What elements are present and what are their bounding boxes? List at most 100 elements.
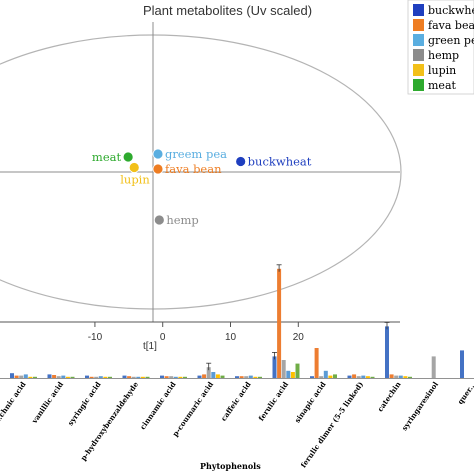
bar (220, 375, 225, 378)
bar (65, 376, 70, 378)
bar (370, 376, 375, 378)
bar (197, 375, 202, 378)
legend-swatch (413, 64, 424, 76)
x-tick-label: -10 (88, 332, 103, 343)
bar (94, 376, 99, 378)
legend-swatch (413, 19, 424, 31)
bar (258, 376, 262, 378)
point-label: buckwheat (248, 155, 312, 169)
x-tick-label: 0 (160, 332, 166, 343)
category-label: syringic acid (66, 380, 103, 427)
bar (202, 374, 207, 378)
category-label: syringaresinol (400, 380, 441, 433)
category-label: quer... (456, 380, 474, 406)
bar (319, 376, 324, 378)
bar (85, 375, 89, 378)
category-label: p-coumaric acid (171, 380, 216, 438)
bar (460, 350, 464, 378)
bar (281, 360, 286, 378)
score-point-hemp (153, 214, 165, 226)
legend-swatch (413, 79, 424, 91)
bar (33, 376, 37, 378)
bar (314, 348, 319, 378)
category-label: sinapic acid (293, 380, 328, 425)
bar (206, 367, 211, 378)
bar (61, 375, 66, 378)
score-point-meat (122, 151, 134, 163)
bar (356, 376, 361, 378)
bar (98, 376, 103, 378)
bar (385, 326, 389, 378)
bar (286, 370, 291, 378)
point-label: fava bean (165, 162, 222, 176)
bar (56, 376, 61, 378)
point-label: lupin (120, 173, 150, 187)
bar (389, 374, 394, 378)
legend-label: meat (428, 79, 456, 92)
bar (290, 372, 295, 378)
score-point-greem-pea (152, 148, 164, 160)
legend-label: buckwheat (428, 4, 474, 17)
bar (183, 376, 187, 378)
bar (215, 374, 220, 378)
bar (310, 376, 314, 378)
x-tick-label: 10 (225, 332, 237, 343)
bar (23, 374, 28, 378)
bar (365, 376, 370, 378)
category-label: catechin (375, 379, 403, 413)
bar (103, 376, 108, 378)
bar (19, 375, 24, 378)
score-point-lupin (128, 162, 140, 173)
bar (333, 374, 337, 378)
bar (178, 376, 183, 378)
bar (140, 376, 145, 378)
bar (136, 376, 141, 378)
point-label: meat (92, 150, 122, 164)
bar (352, 374, 357, 378)
bar (122, 375, 127, 378)
category-label: ...chnic acid (0, 380, 28, 425)
x-axis-title: t[1] (143, 341, 157, 352)
bar (239, 376, 244, 378)
score-plot: Plant metabolites (Uv scaled) -10 0 10 20 t… (0, 3, 402, 352)
bar (361, 375, 366, 378)
legend-swatch (413, 49, 424, 61)
bar (253, 376, 258, 378)
bar (47, 374, 52, 378)
chart-title: Plant metabolites (Uv scaled) (143, 3, 312, 18)
bar (89, 376, 94, 378)
bar (160, 375, 164, 378)
bar (211, 372, 216, 378)
point-label: greem pea (165, 147, 227, 161)
bar (398, 375, 403, 378)
bar (52, 375, 57, 378)
bar (272, 356, 277, 378)
legend-label: fava bean (428, 19, 474, 32)
bar (164, 376, 169, 378)
bar (70, 376, 75, 378)
bar (10, 373, 14, 378)
bar (28, 376, 33, 378)
bar (347, 375, 352, 378)
category-label: vanillic acid (29, 380, 65, 426)
x-tick-label: 20 (293, 332, 305, 343)
bar (431, 356, 436, 378)
bar (173, 376, 178, 378)
bar-x-axis-title: Phytophenols (200, 461, 261, 471)
bar (328, 375, 333, 378)
legend-label: green pea (428, 34, 474, 47)
category-label: ferulic acid (256, 380, 290, 423)
bar (145, 376, 150, 378)
score-point-fava-bean (152, 163, 164, 175)
bar (108, 376, 112, 378)
x-ticks: -10 0 10 20 (88, 322, 305, 343)
legend-label: lupin (428, 64, 456, 77)
legend-swatch (413, 4, 424, 16)
legend-swatch (413, 34, 424, 46)
bar (394, 375, 399, 378)
bar (169, 376, 174, 378)
bar (244, 376, 249, 378)
category-label: cinnamic acid (138, 380, 178, 431)
bar (131, 376, 136, 378)
